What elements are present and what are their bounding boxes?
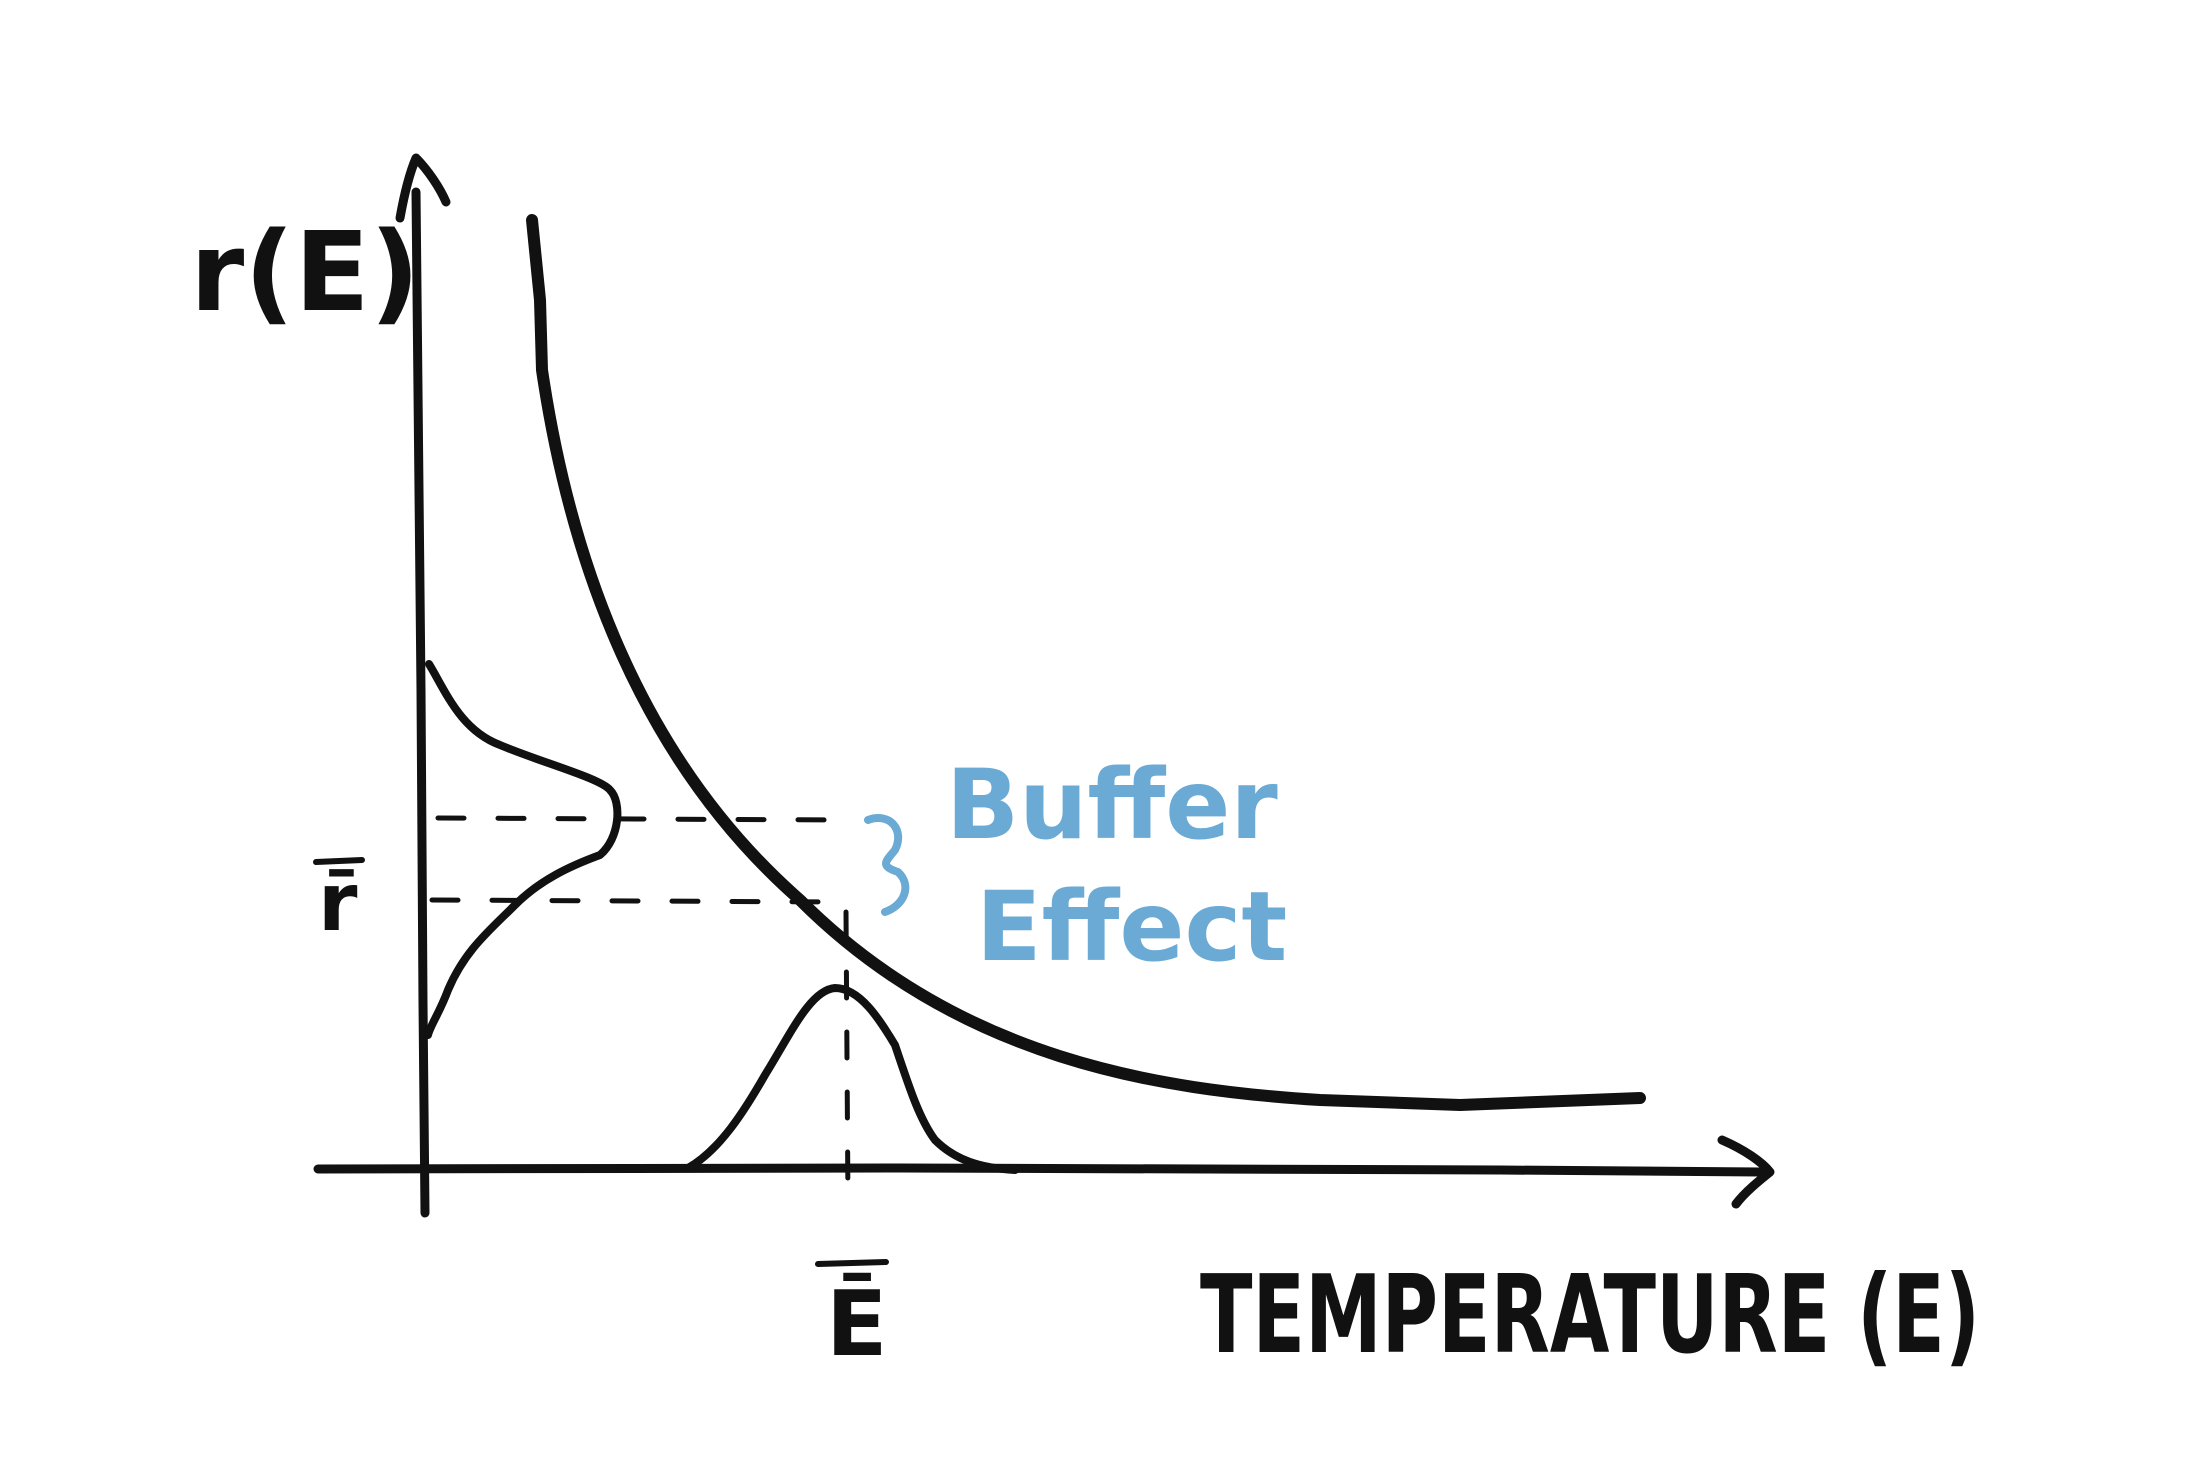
- guide-lines: [429, 815, 851, 1208]
- guide-line-vertical: [843, 909, 851, 1208]
- guide-line-lower: [429, 897, 848, 905]
- y-distribution-curve: [424, 660, 622, 1039]
- r-bar: [313, 857, 365, 865]
- annotation-line2: Effect: [976, 871, 1287, 983]
- buffer-brace: [864, 814, 910, 916]
- y-axis: [395, 153, 451, 1218]
- y-mark-label: r̄: [318, 856, 358, 949]
- y-axis-arrowhead: [395, 153, 451, 223]
- y-axis-label: r(E): [190, 208, 420, 336]
- x-axis-label: TEMPERATURE (E): [1200, 1253, 1980, 1378]
- x-axis: [313, 1135, 1775, 1209]
- guide-line-upper: [435, 815, 841, 823]
- x-mark-label: Ē: [826, 1271, 887, 1377]
- x-distribution-curve: [684, 984, 1019, 1174]
- annotation-line1: Buffer: [946, 749, 1278, 861]
- e-bar: [815, 1259, 889, 1267]
- x-axis-arrowhead: [1717, 1135, 1775, 1209]
